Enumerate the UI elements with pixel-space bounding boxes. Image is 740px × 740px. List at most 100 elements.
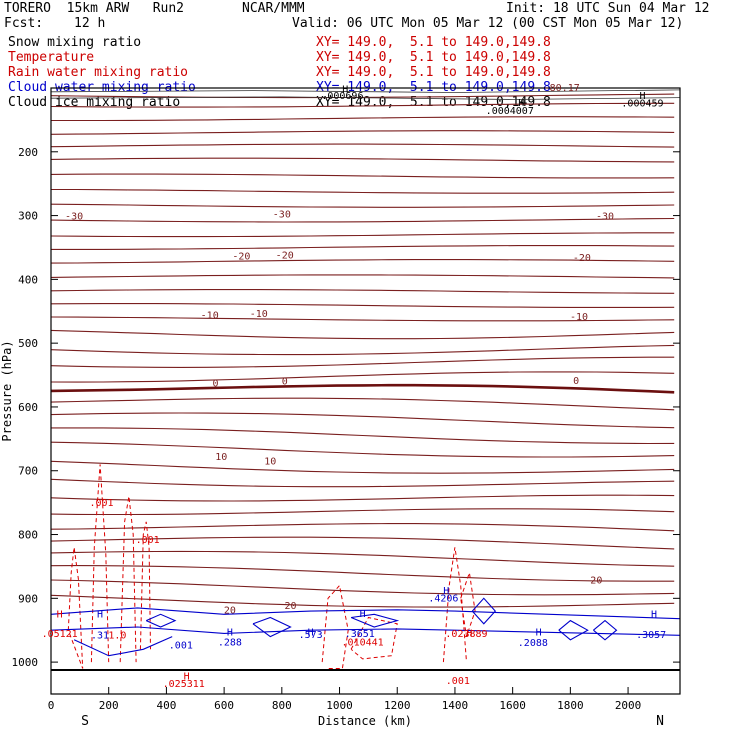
cloud-water-label: .3651 bbox=[345, 629, 375, 640]
rain-contour bbox=[67, 547, 84, 669]
init-time-label: Init: 18 UTC Sun 04 Mar 12 bbox=[506, 1, 710, 16]
cloud-water-contour bbox=[145, 613, 177, 628]
cloud-water-contour bbox=[252, 616, 292, 638]
y-tick-label: 700 bbox=[18, 465, 38, 478]
isotherm-line bbox=[51, 116, 675, 122]
model-run-label: TORERO 15km ARW Run2 bbox=[4, 1, 185, 16]
rain-label: H bbox=[466, 629, 472, 640]
isotherm-line bbox=[50, 536, 675, 550]
isotherm-label: -10 bbox=[250, 309, 268, 320]
isotherm-line bbox=[50, 259, 675, 264]
cloud-ice-label: H bbox=[342, 84, 348, 95]
y-tick-label: 400 bbox=[18, 273, 38, 286]
rain-label: .025311 bbox=[163, 679, 205, 690]
rain-contour bbox=[139, 521, 151, 650]
x-tick-label: 2000 bbox=[615, 699, 642, 712]
isotherm-label: 20 bbox=[590, 576, 602, 587]
field-rain-water-mixing-ratio: Rain water mixing ratio bbox=[8, 65, 189, 80]
cloud-water-label: .2088 bbox=[518, 638, 548, 649]
isotherm-line bbox=[50, 203, 675, 208]
rain-label: .010441 bbox=[342, 638, 384, 649]
rain-label: .05121 bbox=[42, 629, 78, 640]
cloud-water-label: H bbox=[360, 609, 366, 620]
cloud-water-contour bbox=[73, 636, 173, 657]
isotherm-label: -30 bbox=[596, 211, 614, 222]
cloud-water-label: H bbox=[651, 609, 657, 620]
cloud-water-contour bbox=[350, 613, 400, 628]
cloud-ice-contours bbox=[50, 89, 681, 100]
isotherm-line bbox=[50, 289, 675, 294]
rain-contour bbox=[321, 584, 349, 669]
isotherm-line bbox=[50, 173, 675, 179]
x-axis-title: Distance (km) bbox=[318, 714, 412, 728]
isotherm-line bbox=[50, 412, 675, 429]
field-cloud-ice-mixing-ratio: Cloud ice mixing ratio bbox=[8, 95, 181, 110]
cloud-water-label: H bbox=[536, 627, 542, 638]
isotherm-label: -20 bbox=[573, 253, 591, 264]
isotherm-label: 0 bbox=[212, 379, 218, 390]
isotherm-label: -20 bbox=[232, 252, 250, 263]
isotherm-line bbox=[50, 316, 675, 322]
isotherm-line bbox=[50, 303, 675, 308]
y-axis-title: Pressure (hPa) bbox=[0, 340, 14, 441]
rain-label: .001 bbox=[446, 676, 470, 687]
xy-line-rain: XY= 149.0, 5.1 to 149.0,149.8 bbox=[316, 50, 551, 65]
forecast-hour-value: 12 h bbox=[74, 16, 106, 31]
cloud-ice-label: .000696 bbox=[321, 91, 363, 102]
cloud-water-label: H bbox=[97, 609, 103, 620]
isotherm-label: 0 bbox=[282, 377, 288, 388]
cloud-water-label: .3057 bbox=[636, 630, 666, 641]
cloud-water-contour bbox=[471, 597, 497, 625]
forecast-label: Fcst: bbox=[4, 16, 44, 31]
cloud-ice-label: .000459 bbox=[621, 98, 663, 109]
rain-contour bbox=[442, 547, 467, 663]
x-tick-label: 1800 bbox=[557, 699, 584, 712]
plot-frame bbox=[50, 87, 681, 695]
rain-label: 1.0 bbox=[108, 631, 126, 642]
isotherm-lines bbox=[50, 93, 675, 608]
isotherm-label: -10 bbox=[570, 312, 588, 323]
y-tick-label: 900 bbox=[18, 592, 38, 605]
cloud-water-contours bbox=[50, 597, 681, 657]
x-tick-label: 400 bbox=[156, 699, 176, 712]
rain-label: .023889 bbox=[445, 629, 487, 640]
cloud-water-label: .001 bbox=[169, 641, 193, 652]
isotherm-line bbox=[50, 274, 675, 279]
isotherm-line bbox=[50, 523, 675, 532]
x-tick-label: 1200 bbox=[384, 699, 411, 712]
rain-label: .001 bbox=[136, 535, 160, 546]
xy-line-rain-2: XY= 149.0, 5.1 to 149.0,149.8 bbox=[316, 65, 551, 80]
y-tick-label: 1000 bbox=[12, 656, 39, 669]
isotherm-label: 20 bbox=[284, 601, 296, 612]
x-tick-label: 0 bbox=[48, 699, 55, 712]
rain-label: H bbox=[57, 609, 63, 620]
x-tick-label: 800 bbox=[272, 699, 292, 712]
x-tick-label: 600 bbox=[214, 699, 234, 712]
cloud-ice-label: .0004007 bbox=[486, 106, 534, 117]
x-tick-label: 1000 bbox=[326, 699, 353, 712]
organization-label: NCAR/MMM bbox=[242, 1, 305, 16]
y-tick-label: 300 bbox=[18, 210, 38, 223]
isotherm-label: -10 bbox=[201, 310, 219, 321]
cloud-water-contour bbox=[50, 626, 681, 636]
cloud-ice-label: H bbox=[639, 91, 645, 102]
y-tick-label: 800 bbox=[18, 529, 38, 542]
isotherm-line bbox=[50, 93, 675, 99]
isotherm-line bbox=[50, 102, 675, 108]
cloud-water-contour bbox=[558, 619, 589, 641]
isotherm-line bbox=[50, 329, 675, 340]
y-tick-label: 600 bbox=[18, 401, 38, 414]
cloud-water-contour bbox=[593, 619, 618, 641]
isotherm-line bbox=[50, 508, 675, 516]
cloud-water-label: H bbox=[227, 627, 233, 638]
isotherm-line bbox=[50, 441, 675, 458]
isotherm-label: -30 bbox=[273, 209, 291, 220]
isotherm-line bbox=[50, 565, 675, 582]
x-tick-label: 200 bbox=[99, 699, 119, 712]
isotherm-label: -30 bbox=[65, 211, 83, 222]
rain-label: .001 bbox=[89, 498, 113, 509]
y-tick-label: 200 bbox=[18, 146, 38, 159]
x-tick-label: 1400 bbox=[442, 699, 469, 712]
isotherm-line bbox=[51, 427, 675, 445]
isotherm-line bbox=[50, 397, 675, 411]
